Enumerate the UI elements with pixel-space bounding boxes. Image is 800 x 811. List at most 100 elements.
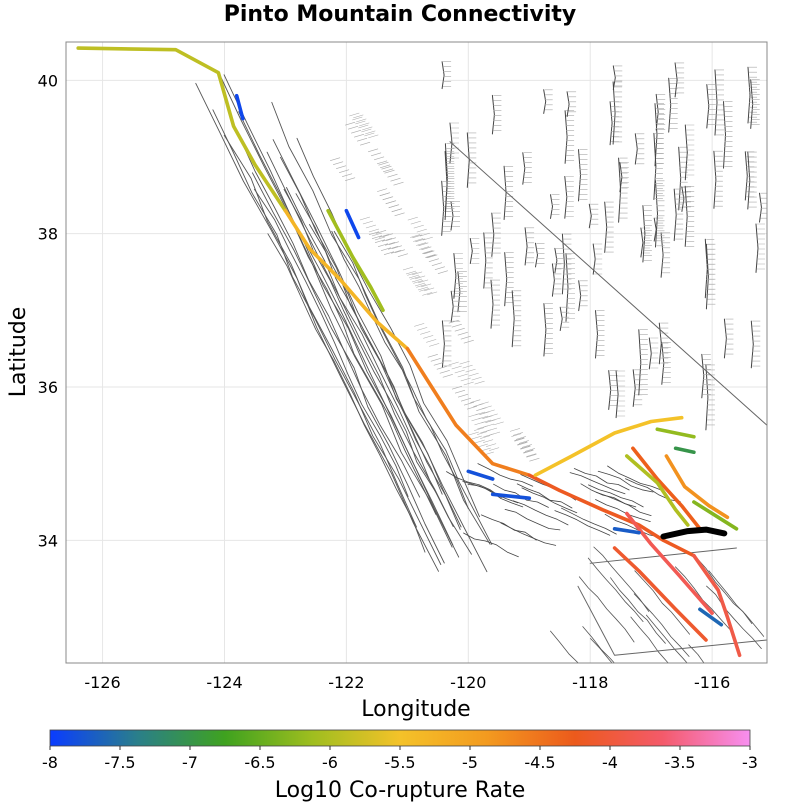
colorbar-tick-label: -3 [742,753,758,772]
fault-dip-ribbon [492,212,501,254]
fault-dip-ribbon [716,69,724,136]
fault-dip-ribbon [443,61,452,87]
background-fault-trace [633,593,690,657]
y-tick-label: 40 [38,71,58,90]
fault-dip-ribbon [553,263,562,295]
basin-range-fault [524,227,528,266]
background-fault-trace [595,491,652,516]
background-fault-trace [593,546,650,612]
fault-dip-ribbon [686,124,695,176]
fault-dip-ribbon [523,152,532,183]
fault-dip-ribbon [568,91,577,113]
fault-dip-ribbon [368,231,395,255]
basin-range-fault [713,150,717,209]
fault-dip-ribbon [702,354,711,395]
fault-dip-ribbon [707,84,716,125]
fault-dip-ribbon [410,234,436,258]
fault-dip-ribbon [511,433,537,457]
basin-range-fault [723,101,726,169]
background-fault-trace [295,193,461,530]
fault-dip-ribbon [657,94,666,130]
basin-range-fault [655,180,658,248]
background-fault-trace [296,137,480,518]
fault-dip-ribbon [458,271,467,312]
basin-range-fault [681,186,685,212]
colorbar-ticks: -8 -7.5 -7 -6.5 -6 -5.5 -5 -4.5 -4 -3.5 -3 [42,746,758,772]
fault-hayward-calaveras [326,208,385,313]
fault-dip-ribbon [641,227,650,254]
y-tick-label: 34 [38,531,58,550]
fault-transverse-1 [466,469,495,481]
fault-dip-ribbon [330,157,356,181]
fault-dip-ribbon [368,148,394,173]
basin-range-fault [706,84,710,129]
background-fault-trace [504,508,561,531]
basin-range-fault [714,69,718,136]
source-fault [660,526,728,540]
background-fault-trace [251,172,445,564]
fault-dip-ribbon [474,427,500,451]
basin-range-fault [612,65,616,90]
basin-range-fault [648,337,652,370]
fault-dip-ribbon [751,79,760,125]
fault-transverse-3 [612,526,641,535]
basin-range-fault [655,93,659,131]
colorbar-tick-label: -7 [182,753,198,772]
basin-range-fault [609,101,613,146]
fault-dip-ribbon [669,78,678,129]
fault-dip-ribbon [566,110,575,161]
fault-dip-ribbon [565,176,574,217]
basin-range-fault [511,290,515,348]
fault-blue-cut [692,500,739,531]
fault-elsinore [612,546,708,642]
background-fault-trace [273,192,437,515]
fault-dip-ribbon [414,323,440,347]
background-fault-trace [462,481,519,504]
background-fault-trace [309,224,443,495]
fault-dip-ribbon [492,279,500,326]
fault-dip-ribbon [619,157,628,219]
background-fault-trace [590,638,613,663]
basin-range-fault [638,329,642,396]
fault-san-jacinto [624,511,714,616]
fault-garlock [533,415,684,478]
region-boundary-line [449,141,767,426]
x-axis-title: Longitude [361,697,470,722]
fault-dip-ribbon [448,319,474,344]
colorbar-tick-label: -4 [602,753,618,772]
fault-dip-ribbon [662,232,671,274]
fault-dip-ribbon [379,192,405,217]
fault-dip-ribbon [590,203,599,225]
fault-dip-ribbon [451,385,478,410]
x-tick-label: -124 [206,673,242,692]
fault-dip-ribbon [707,243,716,305]
fault-dip-ribbon [757,223,765,270]
basin-range-fault [755,223,759,273]
colorbar-tick-label: -6 [322,753,338,772]
background-fault-trace [195,82,439,572]
basin-range-fault [441,180,445,236]
basin-range-fault [705,364,709,431]
fault-dip-ribbon [513,290,522,347]
background-fault-trace [267,233,426,553]
fault-dip-ribbon [382,233,408,257]
basin-range-fault [642,205,646,263]
background-fault-trace [266,151,454,527]
background-fault-trace [253,188,409,497]
basin-range-fault [559,306,563,331]
fault-dip-ribbon [470,399,496,423]
fault-dip-ribbon [377,188,403,212]
basin-range-fault [441,61,445,90]
x-tick-label: -120 [450,673,486,692]
basin-range-fault [653,132,657,200]
fault-dip-ribbon [349,112,375,137]
x-tick-label: -122 [328,673,364,692]
fault-eastern-california-shear-1 [631,446,702,531]
y-tick-label: 38 [38,225,58,244]
fault-dip-ribbon [493,95,502,131]
basin-range-fault [704,238,708,299]
background-fault-trace [463,532,519,558]
background-fault-trace [238,134,421,498]
background-fault-trace [604,513,661,538]
fault-dip-ribbon [468,431,494,456]
